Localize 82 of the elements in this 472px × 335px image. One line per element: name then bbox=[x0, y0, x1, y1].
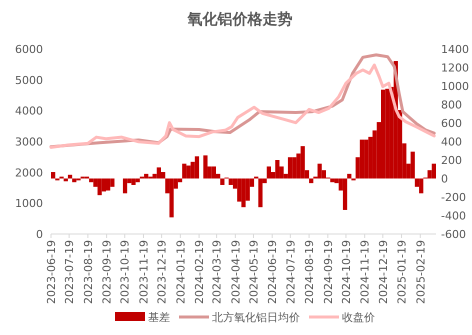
x-tick-label: 2023-11-19 bbox=[137, 240, 150, 304]
y-tick-label: 4000 bbox=[15, 104, 43, 118]
bar bbox=[72, 178, 76, 182]
y-tick-label: 1000 bbox=[15, 197, 43, 210]
bar bbox=[106, 178, 110, 191]
bar bbox=[220, 178, 224, 185]
bar bbox=[122, 178, 128, 194]
chart-title: 氧化铝价格走势 bbox=[186, 10, 292, 28]
bar bbox=[275, 160, 280, 178]
bar bbox=[98, 178, 102, 196]
y2-tick-label: 600 bbox=[441, 117, 462, 130]
y2-tick-label: -600 bbox=[441, 228, 466, 241]
bar bbox=[360, 140, 364, 178]
x-tick-label: 2024-01-19 bbox=[174, 240, 188, 304]
y2-tick-label: 0 bbox=[441, 172, 448, 186]
x-tick-label: 2024-04-19 bbox=[229, 240, 242, 304]
x-tick-label: 2024-10-19 bbox=[340, 240, 353, 304]
bar bbox=[410, 152, 415, 178]
bar bbox=[258, 178, 263, 208]
y2-tick-label: 200 bbox=[441, 154, 462, 167]
y-tick-label: 2000 bbox=[15, 166, 43, 180]
x-tick-label: 2024-07-19 bbox=[284, 240, 298, 304]
bar bbox=[419, 178, 424, 194]
x-tick-label: 2024-02-19 bbox=[193, 240, 206, 304]
bar bbox=[342, 178, 348, 210]
x-tick-label: 2024-09-19 bbox=[322, 240, 335, 304]
y-tick-label: 3000 bbox=[15, 136, 43, 148]
bar bbox=[300, 146, 305, 178]
y2-tick-label: -400 bbox=[441, 210, 466, 222]
bar bbox=[381, 90, 386, 178]
legend-label: 收盘价 bbox=[342, 311, 375, 324]
x-tick-label: 2023-09-19 bbox=[100, 240, 114, 304]
x-tick-label: 2024-05-19 bbox=[247, 240, 260, 304]
bar bbox=[347, 174, 352, 178]
bar bbox=[102, 178, 106, 192]
bar bbox=[364, 140, 368, 178]
bar bbox=[182, 164, 186, 178]
legend-label: 北方氧化铝日均价 bbox=[212, 311, 300, 324]
y-tick-label: 5000 bbox=[15, 74, 43, 87]
bar bbox=[194, 156, 200, 178]
legend-label: 基差 bbox=[148, 311, 170, 324]
bar bbox=[330, 178, 334, 182]
bar bbox=[292, 157, 296, 178]
x-tick-label: 2023-07-19 bbox=[63, 240, 76, 304]
bar bbox=[203, 155, 208, 178]
x-tick-label: 2024-12-19 bbox=[376, 240, 390, 304]
bar bbox=[64, 178, 68, 182]
bar bbox=[156, 167, 161, 178]
bar bbox=[241, 178, 246, 208]
y2-tick-label: 1000 bbox=[441, 80, 469, 93]
y-tick-label: 6000 bbox=[15, 43, 43, 56]
y2-tick-label: 1400 bbox=[441, 43, 469, 56]
y2-tick-label: -200 bbox=[441, 191, 466, 204]
y2-tick-label: 800 bbox=[441, 98, 462, 112]
bar bbox=[309, 178, 314, 184]
bar bbox=[136, 178, 140, 182]
bar bbox=[212, 166, 216, 178]
x-tick-label: 2023-12-19 bbox=[156, 240, 169, 304]
bar bbox=[144, 174, 148, 178]
bar bbox=[51, 172, 56, 178]
bar bbox=[288, 157, 292, 178]
y2-tick-label: 1200 bbox=[441, 62, 469, 74]
x-tick-label: 2025-01-19 bbox=[396, 240, 409, 304]
bar bbox=[186, 166, 191, 178]
x-tick-label: 2024-03-19 bbox=[210, 240, 224, 304]
x-tick-label: 2023-08-19 bbox=[82, 240, 95, 304]
bar bbox=[266, 166, 271, 178]
bar bbox=[228, 178, 233, 185]
x-tick-label: 2025-02-19 bbox=[414, 240, 428, 304]
bar bbox=[131, 178, 136, 185]
x-tick-label: 2024-11-19 bbox=[358, 240, 372, 304]
x-tick-label: 2024-08-19 bbox=[303, 240, 316, 304]
bar bbox=[432, 164, 436, 178]
x-tick-label: 2023-06-19 bbox=[45, 240, 58, 304]
bar bbox=[169, 178, 174, 218]
x-tick-label: 2023-10-19 bbox=[118, 240, 132, 304]
bar bbox=[385, 88, 390, 178]
y-tick-label: 0 bbox=[36, 228, 43, 241]
y2-tick-label: 400 bbox=[441, 136, 462, 148]
bar bbox=[110, 178, 114, 187]
bar bbox=[318, 164, 322, 178]
x-tick-label: 2024-06-19 bbox=[266, 240, 280, 304]
